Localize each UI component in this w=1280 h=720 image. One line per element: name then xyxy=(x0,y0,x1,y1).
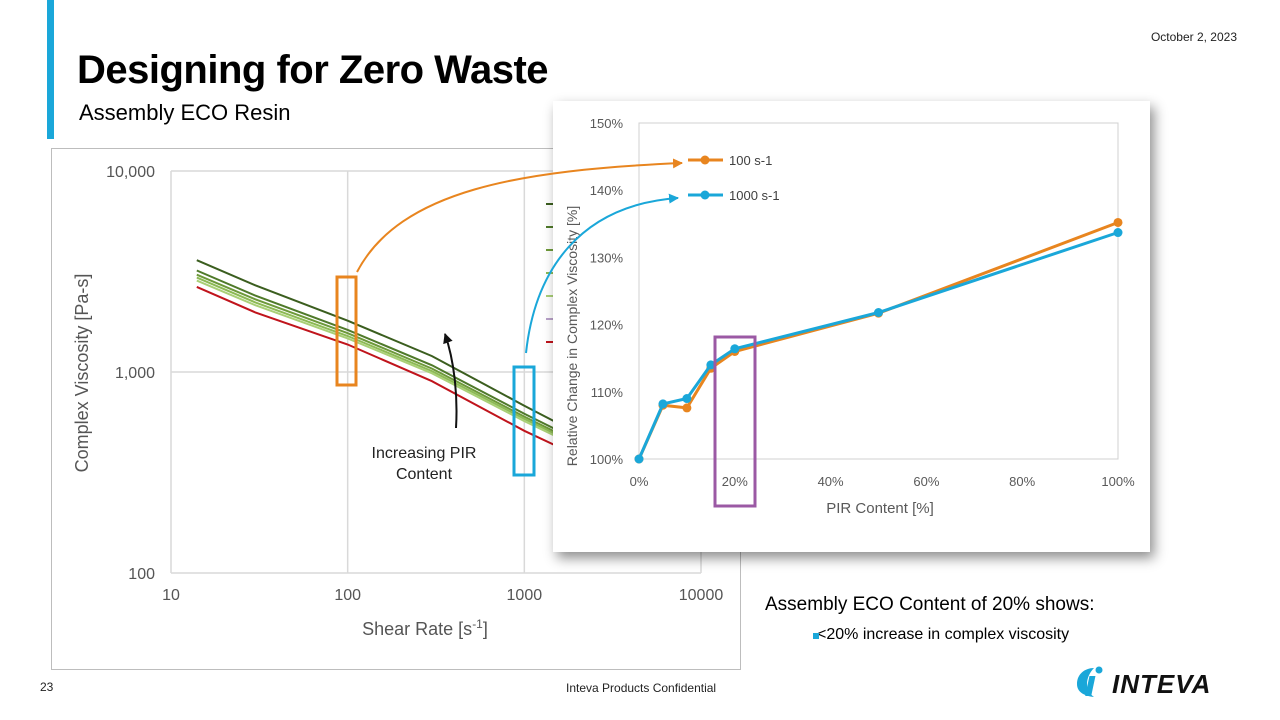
viscosity-y-tick-label: 10,000 xyxy=(106,164,155,181)
viscosity-y-tick-label: 100 xyxy=(128,566,155,583)
viscosity-x-tick-label: 10000 xyxy=(679,587,724,604)
inteva-logo-icon xyxy=(1077,666,1103,697)
pir-x-axis-label: PIR Content [%] xyxy=(826,500,934,517)
pir-x-tick-label: 80% xyxy=(1009,474,1035,489)
pir-x-tick-label: 60% xyxy=(913,474,939,489)
pir-legend-label: 1000 s-1 xyxy=(729,188,780,203)
finding-text: <20% increase in complex viscosity xyxy=(817,626,1070,643)
viscosity-y-tick-label: 1,000 xyxy=(115,365,155,382)
inteva-logo: INTEVA xyxy=(1077,666,1211,698)
pir-data-point xyxy=(706,360,716,370)
pir-x-tick-label: 100% xyxy=(1101,474,1135,489)
pir-data-point xyxy=(634,454,644,464)
viscosity-x-tick-label: 100 xyxy=(334,587,361,604)
pir-y-axis-label: Relative Change in Complex Viscosity [%] xyxy=(564,206,580,466)
pir-chart: 100% 110% 120% 130% 140% 150% 0% 20% 40% 60% 80% 10… xyxy=(564,116,1135,517)
slide-subtitle: Assembly ECO Resin xyxy=(79,100,291,125)
pir-x-tick-label: 40% xyxy=(818,474,844,489)
viscosity-x-tick-label: 10 xyxy=(162,587,180,604)
pir-data-point xyxy=(682,394,692,404)
viscosity-x-tick-label: 1000 xyxy=(507,587,543,604)
pir-legend-marker xyxy=(700,190,710,200)
viscosity-x-axis-label: Shear Rate [s-1] xyxy=(362,617,488,639)
pir-series-line xyxy=(637,231,1119,460)
findings-heading: Assembly ECO Content of 20% shows: xyxy=(765,594,1095,615)
findings-list: <20% increase in complex viscosity xyxy=(765,626,1225,644)
slide-date: October 2, 2023 xyxy=(1150,30,1237,44)
pir-y-tick-label: 140% xyxy=(590,183,624,198)
pir-data-point xyxy=(874,308,883,318)
viscosity-y-axis-label: Complex Viscosity [Pa-s] xyxy=(72,274,92,473)
pir-y-tick-label: 100% xyxy=(590,452,624,467)
pir-y-tick-label: 120% xyxy=(590,318,624,333)
footer-confidential: Inteva Products Confidential xyxy=(566,681,717,695)
inteva-logo-text: INTEVA xyxy=(1112,669,1211,698)
pir-data-point xyxy=(658,399,668,409)
pir-y-tick-label: 110% xyxy=(591,385,624,400)
pir-x-tick-label: 20% xyxy=(722,474,748,489)
pir-chart-panel: 100% 110% 120% 130% 140% 150% 0% 20% 40% 60% 80% 10… xyxy=(553,101,1150,552)
accent-bar xyxy=(47,0,54,139)
findings-block: Assembly ECO Content of 20% shows: <20% … xyxy=(765,594,1225,644)
pir-data-point xyxy=(682,403,692,413)
finding-item: <20% increase in complex viscosity xyxy=(765,626,1225,644)
page-number: 23 xyxy=(40,680,54,694)
bullet-icon xyxy=(813,633,819,639)
pir-legend-marker xyxy=(700,155,710,165)
pir-y-tick-label: 130% xyxy=(590,250,624,265)
pir-data-point xyxy=(730,344,740,354)
pir-x-tick-label: 0% xyxy=(630,474,649,489)
pir-y-tick-label: 150% xyxy=(590,116,624,131)
slide-title: Designing for Zero Waste xyxy=(77,48,549,92)
pir-legend-label: 100 s-1 xyxy=(729,153,772,168)
pir-data-point xyxy=(1113,228,1123,238)
pir-data-point xyxy=(1113,217,1123,227)
pir-plot-frame xyxy=(638,122,1119,460)
